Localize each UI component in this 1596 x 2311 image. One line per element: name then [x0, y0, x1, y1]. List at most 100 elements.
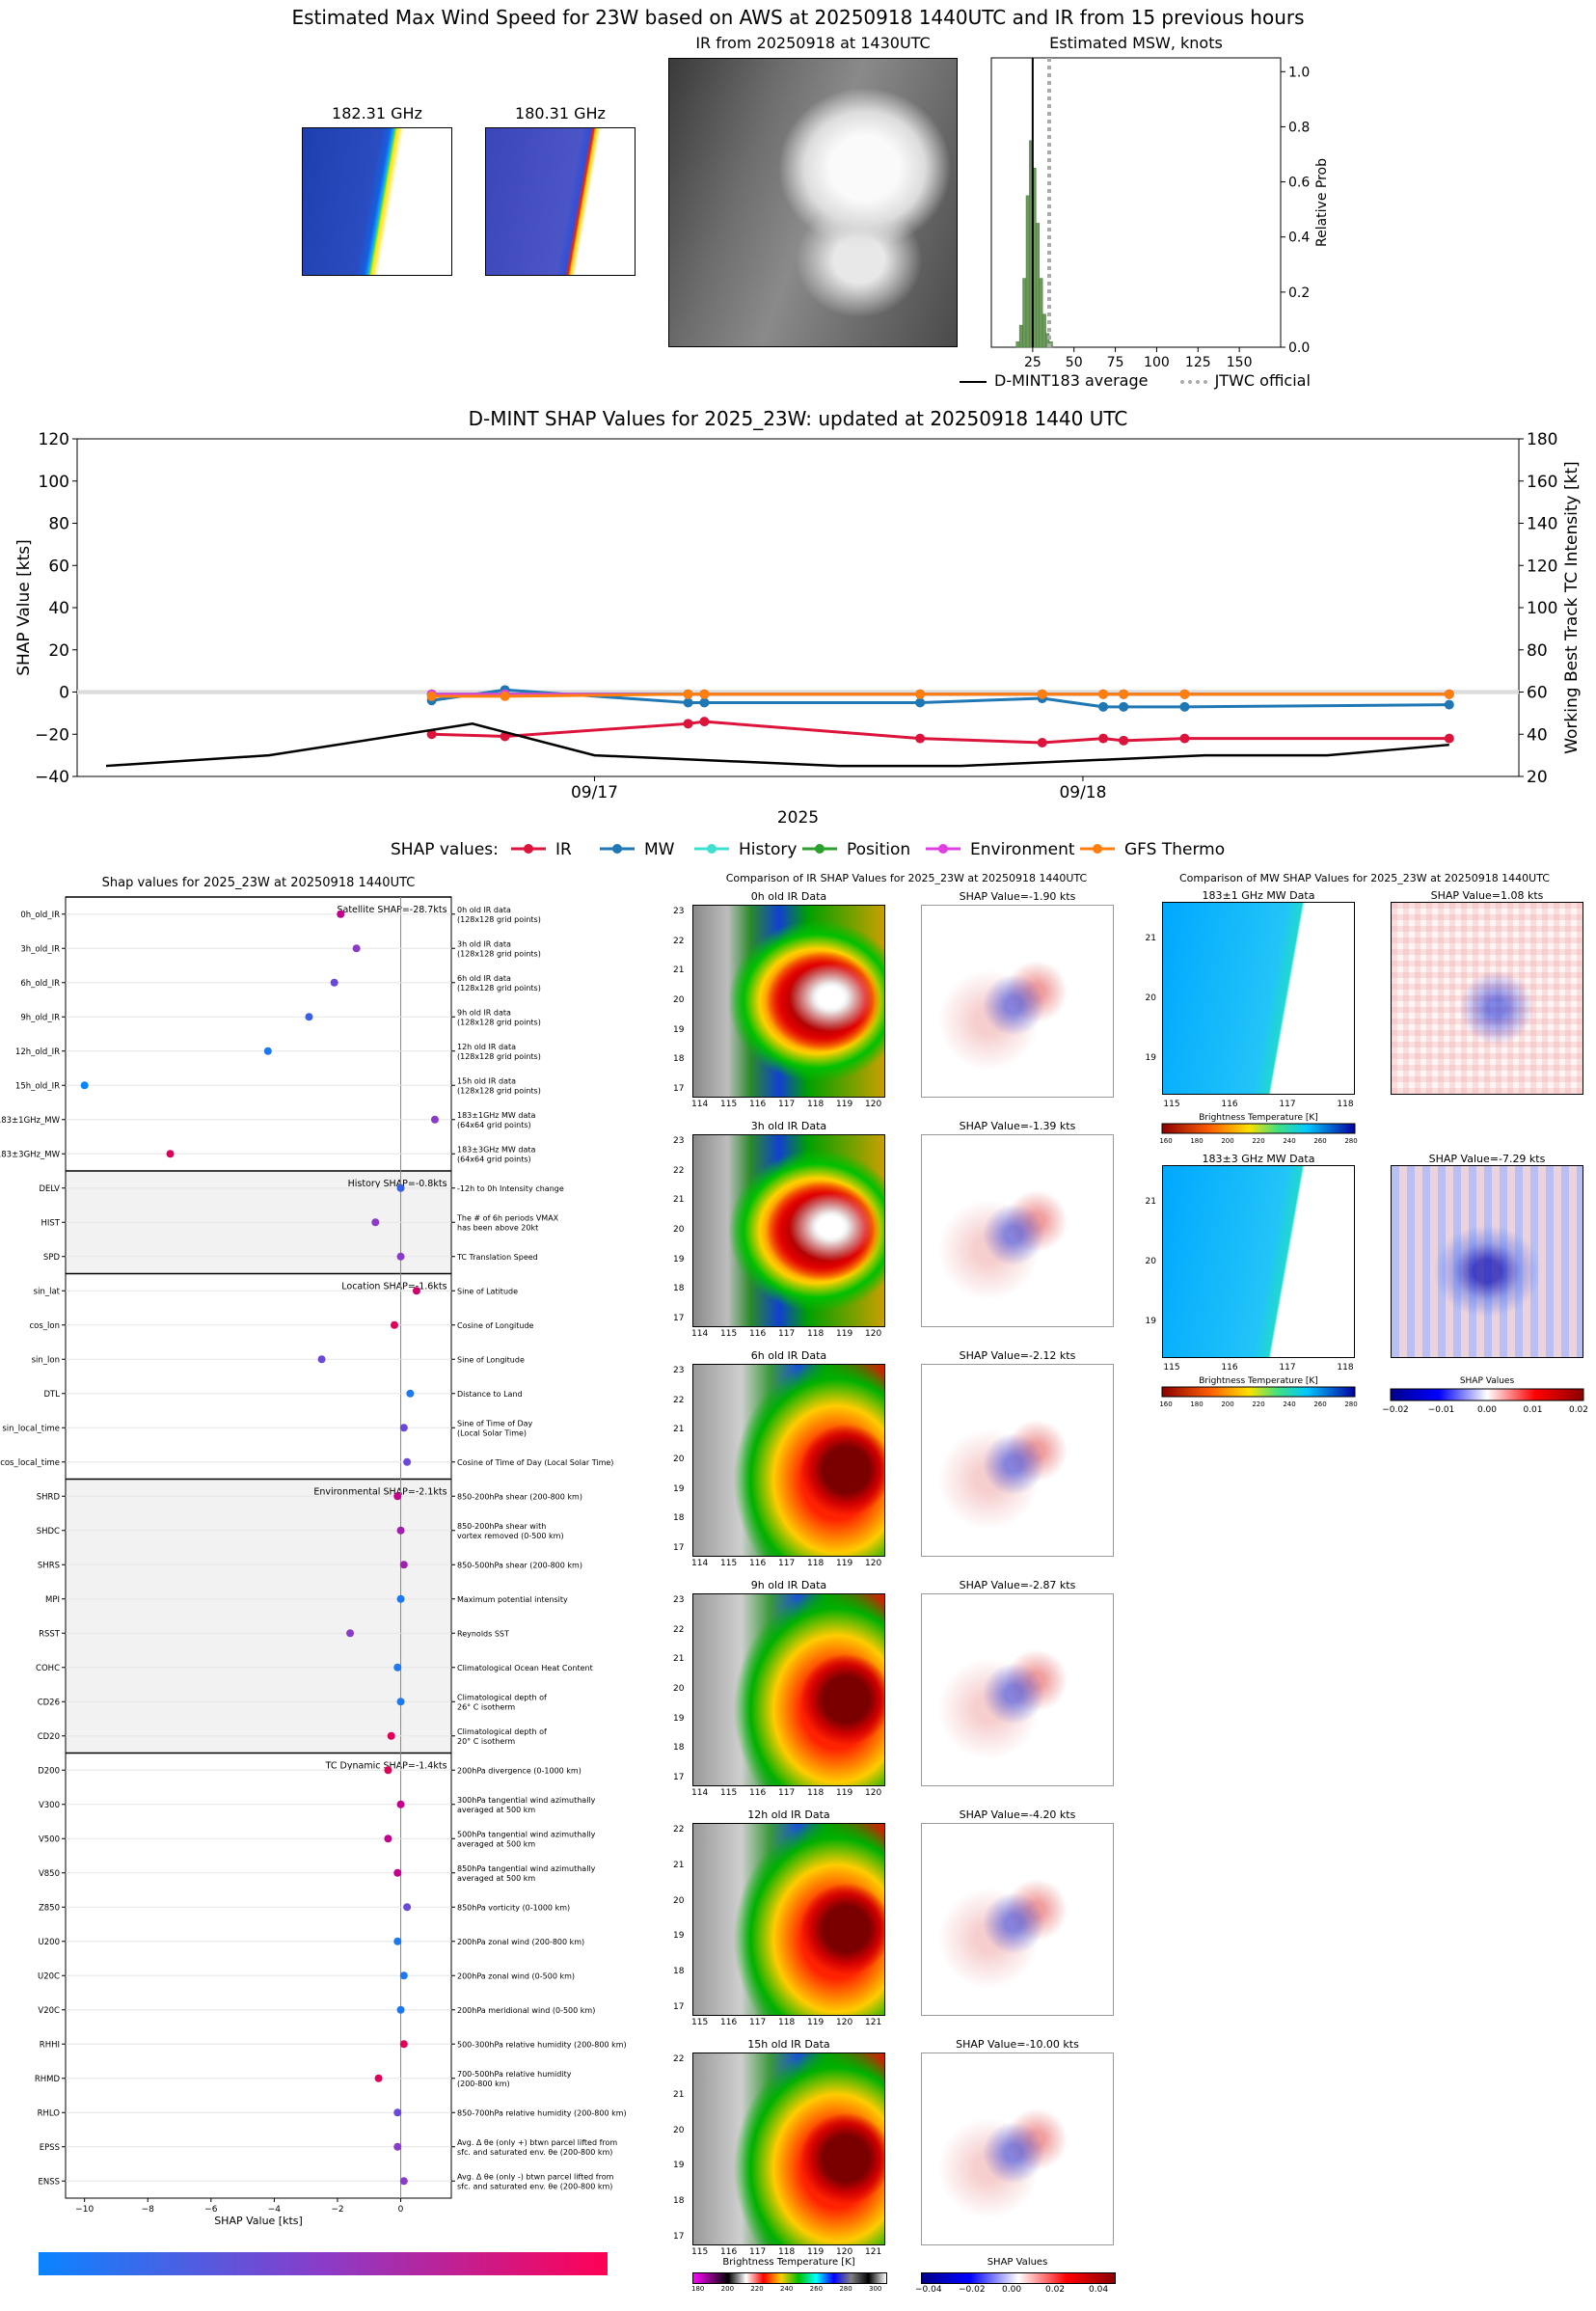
- mw-cbar-tick: 260: [1313, 1137, 1326, 1145]
- series-point-ir: [1179, 733, 1190, 744]
- feature-desc: 12h old IR data: [457, 1043, 516, 1051]
- series-point-mw: [1179, 701, 1190, 712]
- ir-xtick-label: 116: [749, 1788, 767, 1798]
- feature-desc: 9h old IR data: [457, 1008, 511, 1017]
- feature-point: [384, 1766, 392, 1775]
- ir-xtick-label: 119: [836, 1329, 853, 1339]
- feature-name: COHC: [36, 1664, 60, 1673]
- ir-ytick-label: 21: [673, 1425, 685, 1435]
- ir-ytick-label: 20: [673, 1225, 685, 1235]
- feature-name: DELV: [39, 1184, 60, 1194]
- ir-ytick-label: 17: [673, 2002, 685, 2012]
- feature-point: [396, 1526, 405, 1535]
- ts-ytick-left-label: 80: [48, 515, 69, 534]
- ir-xtick-label: 117: [749, 2018, 767, 2027]
- mw-cbar-tick: 180: [1190, 1137, 1203, 1145]
- series-point-gfs-thermo: [1444, 689, 1454, 699]
- feature-desc: 500-300hPa relative humidity (200-800 km…: [457, 2040, 627, 2049]
- feature-name: 6h_old_IR: [20, 979, 60, 989]
- ts-ytick-right-label: 140: [1527, 515, 1557, 534]
- series-line-ir: [431, 720, 1449, 745]
- ir-ytick-label: 19: [673, 1483, 685, 1494]
- ts-xlabel: 2025: [777, 808, 819, 828]
- ir-xtick-label: 114: [691, 1559, 709, 1568]
- feature-xtick-label: −10: [75, 2205, 94, 2215]
- mw-xtick-label: 115: [1163, 1363, 1179, 1373]
- ir-xtick-label: 115: [691, 2018, 709, 2027]
- ts-ytick-left-label: −40: [35, 768, 69, 787]
- feature-name: DTL: [44, 1390, 61, 1400]
- shap-timeseries-title: D-MINT SHAP Values for 2025_23W: updated…: [468, 407, 1128, 430]
- feature-name: sin_local_time: [2, 1424, 60, 1433]
- ir-ytick-label: 20: [673, 1455, 685, 1464]
- ir-ytick-label: 19: [673, 1254, 685, 1264]
- legend-label-intensity: TC Intensity: [776, 861, 875, 863]
- ir-row-shap-map: [921, 905, 1114, 1098]
- mw-cbar-tick: 160: [1159, 1137, 1172, 1145]
- mw-cbar-tick: 260: [1313, 1400, 1326, 1408]
- ir-xtick-label: 114: [691, 1100, 709, 1109]
- feature-point: [403, 1903, 412, 1912]
- mw-xtick-label: 118: [1337, 1100, 1353, 1109]
- feature-name: 183±3GHz_MW: [0, 1150, 61, 1159]
- feature-name: 9h_old_IR: [20, 1013, 60, 1022]
- feature-point: [393, 1868, 402, 1877]
- ir-xtick-label: 117: [778, 1559, 796, 1568]
- feature-desc: (128x128 grid points): [457, 1086, 541, 1095]
- ir-xtick-label: 117: [778, 1788, 796, 1798]
- feature-point: [346, 1629, 355, 1638]
- ir-shap-cbar-tick: 0.04: [1089, 2285, 1109, 2295]
- feature-point: [371, 1218, 380, 1227]
- feature-desc: Climatological Ocean Heat Content: [457, 1664, 593, 1672]
- ir-ytick-label: 21: [673, 1195, 685, 1206]
- ts-ylabel-right: Working Best Track TC Intensity [kt]: [1562, 461, 1582, 754]
- series-point-ir: [915, 733, 926, 744]
- series-point-mw: [683, 697, 693, 708]
- series-point-ir: [683, 719, 693, 729]
- feature-name: Z850: [39, 1903, 60, 1913]
- feature-name: SHRD: [37, 1492, 61, 1502]
- ir-row-label: 9h old IR Data: [750, 1579, 827, 1591]
- feature-point: [396, 1183, 405, 1192]
- main-title: Estimated Max Wind Speed for 23W based o…: [291, 6, 1305, 29]
- mw-shap-cbar-tick: 0.00: [1477, 1405, 1497, 1415]
- legend-label: Position: [847, 840, 910, 859]
- feature-point: [393, 2108, 402, 2117]
- hist-legend: D-MINT183 average JTWC official: [960, 371, 1311, 390]
- feature-name: sin_lon: [32, 1355, 60, 1365]
- ir-row-shap-map: [921, 1134, 1114, 1327]
- feature-name: ENSS: [38, 2177, 60, 2187]
- feature-desc: 200hPa zonal wind (0-500 km): [457, 1971, 575, 1980]
- feature-point: [384, 1835, 392, 1843]
- feature-desc: (128x128 grid points): [457, 915, 541, 924]
- mw-row1-map: [1162, 902, 1355, 1095]
- series-point-gfs-thermo: [915, 689, 926, 699]
- hist-ytick-label: 0.6: [1288, 176, 1310, 191]
- series-point-gfs-thermo: [683, 689, 693, 699]
- ts-ytick-left-label: 120: [39, 430, 69, 449]
- feature-desc: 850-500hPa shear (200-800 km): [457, 1561, 582, 1569]
- hist-bar: [1041, 313, 1046, 348]
- hist-bar: [1025, 195, 1030, 348]
- ir-xtick-label: 116: [720, 2018, 738, 2027]
- mw-cbar-tick: 240: [1283, 1400, 1295, 1408]
- mw2-image: [485, 127, 636, 276]
- feature-desc: 183±3GHz MW data: [457, 1145, 535, 1154]
- ir-xtick-label: 116: [749, 1329, 767, 1339]
- ir-shap-cbar-tick: 0.02: [1045, 2285, 1066, 2295]
- ir-xtick-label: 120: [865, 1559, 882, 1568]
- ts-ytick-right-label: 180: [1527, 430, 1557, 449]
- feature-name: V20C: [38, 2006, 60, 2016]
- ir-ytick-label: 22: [673, 1395, 685, 1405]
- feature-desc: 850hPa tangential wind azimuthally: [457, 1864, 596, 1873]
- legend-avg-label: D-MINT183 average: [994, 371, 1149, 390]
- mw-cbar-tick: 160: [1159, 1400, 1172, 1408]
- ir-row-map: [692, 1134, 885, 1327]
- ir-row-shap-label: SHAP Value=-4.20 kts: [959, 1808, 1076, 1821]
- hist-ytick-label: 0.0: [1288, 340, 1310, 356]
- feature-desc: Sine of Longitude: [457, 1355, 525, 1364]
- series-point-ir: [1444, 733, 1454, 744]
- ir-row-map: [692, 2053, 885, 2245]
- feature-name: CD20: [38, 1732, 60, 1742]
- feature-desc: (128x128 grid points): [457, 1052, 541, 1061]
